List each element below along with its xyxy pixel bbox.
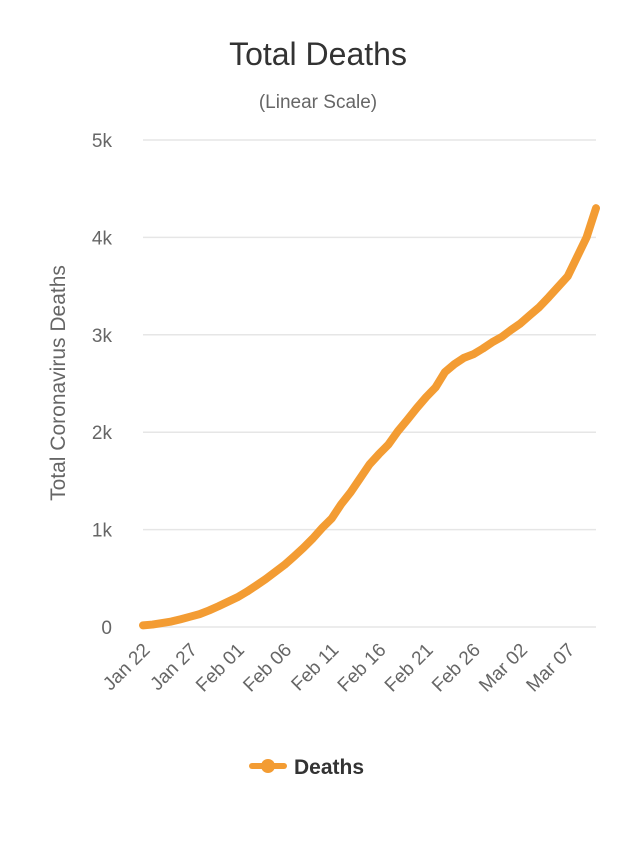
- x-tick-label: Feb 26: [428, 640, 485, 697]
- data-point[interactable]: [460, 354, 468, 362]
- data-point[interactable]: [413, 404, 421, 412]
- y-tick-label: 5k: [92, 131, 113, 152]
- y-tick-label: 1k: [92, 521, 113, 542]
- data-point[interactable]: [422, 393, 430, 401]
- data-point[interactable]: [507, 326, 515, 334]
- data-point[interactable]: [205, 606, 213, 614]
- data-point[interactable]: [564, 272, 572, 280]
- x-tick-label: Jan 22: [99, 640, 154, 695]
- data-point[interactable]: [328, 514, 336, 522]
- data-point[interactable]: [384, 441, 392, 449]
- series-line-deaths[interactable]: [139, 204, 600, 630]
- legend-dot-marker: [261, 759, 275, 773]
- data-point[interactable]: [309, 534, 317, 542]
- legend-item-deaths[interactable]: Deaths: [249, 756, 364, 779]
- data-point[interactable]: [517, 319, 525, 327]
- data-point[interactable]: [488, 338, 496, 346]
- data-point[interactable]: [535, 303, 543, 311]
- x-tick-label: Mar 07: [523, 640, 580, 697]
- data-point[interactable]: [545, 293, 553, 301]
- y-tick-label: 4k: [92, 228, 113, 249]
- chart-title: Total Deaths: [229, 36, 407, 72]
- data-point[interactable]: [469, 350, 477, 358]
- data-point[interactable]: [215, 602, 223, 610]
- data-point[interactable]: [592, 204, 600, 212]
- y-axis-title: Total Coronavirus Deaths: [47, 265, 70, 501]
- y-axis-ticks: 0 1k 2k 3k 4k 5k: [92, 131, 113, 639]
- data-point[interactable]: [233, 593, 241, 601]
- y-tick-label: 2k: [92, 423, 113, 444]
- data-point[interactable]: [450, 360, 458, 368]
- data-point[interactable]: [281, 561, 289, 569]
- series-lines: [139, 204, 600, 630]
- data-point[interactable]: [347, 488, 355, 496]
- data-point[interactable]: [271, 568, 279, 576]
- y-tick-label: 3k: [92, 326, 113, 347]
- data-point[interactable]: [224, 598, 232, 606]
- data-point[interactable]: [441, 368, 449, 376]
- data-point[interactable]: [573, 253, 581, 261]
- x-tick-label: Feb 21: [381, 640, 438, 697]
- x-tick-label: Feb 16: [334, 640, 391, 697]
- data-point[interactable]: [554, 283, 562, 291]
- data-point[interactable]: [290, 552, 298, 560]
- data-point[interactable]: [318, 524, 326, 532]
- data-point[interactable]: [375, 450, 383, 458]
- data-point[interactable]: [262, 575, 270, 583]
- data-point[interactable]: [479, 345, 487, 353]
- data-point[interactable]: [167, 618, 175, 626]
- x-tick-label: Jan 27: [147, 640, 202, 695]
- data-point[interactable]: [337, 500, 345, 508]
- data-point[interactable]: [252, 582, 260, 590]
- data-point[interactable]: [196, 610, 204, 618]
- chart-subtitle: (Linear Scale): [259, 92, 377, 113]
- data-point[interactable]: [139, 621, 147, 629]
- data-point[interactable]: [498, 333, 506, 341]
- data-point[interactable]: [403, 416, 411, 424]
- x-tick-label: Feb 06: [239, 640, 296, 697]
- data-point[interactable]: [148, 621, 156, 629]
- data-point[interactable]: [177, 615, 185, 623]
- data-point[interactable]: [432, 383, 440, 391]
- data-point[interactable]: [394, 427, 402, 435]
- x-tick-label: Mar 02: [475, 640, 532, 697]
- legend-label-deaths: Deaths: [294, 756, 364, 779]
- data-point[interactable]: [366, 460, 374, 468]
- x-tick-label: Feb 01: [192, 640, 249, 697]
- data-point[interactable]: [158, 619, 166, 627]
- data-point[interactable]: [526, 311, 534, 319]
- y-tick-label: 0: [101, 618, 112, 639]
- data-point[interactable]: [243, 588, 251, 596]
- data-point[interactable]: [186, 613, 194, 621]
- x-tick-label: Feb 11: [288, 640, 344, 696]
- data-point[interactable]: [583, 233, 591, 241]
- gridlines: [143, 139, 596, 628]
- data-point[interactable]: [356, 474, 364, 482]
- data-point[interactable]: [299, 544, 307, 552]
